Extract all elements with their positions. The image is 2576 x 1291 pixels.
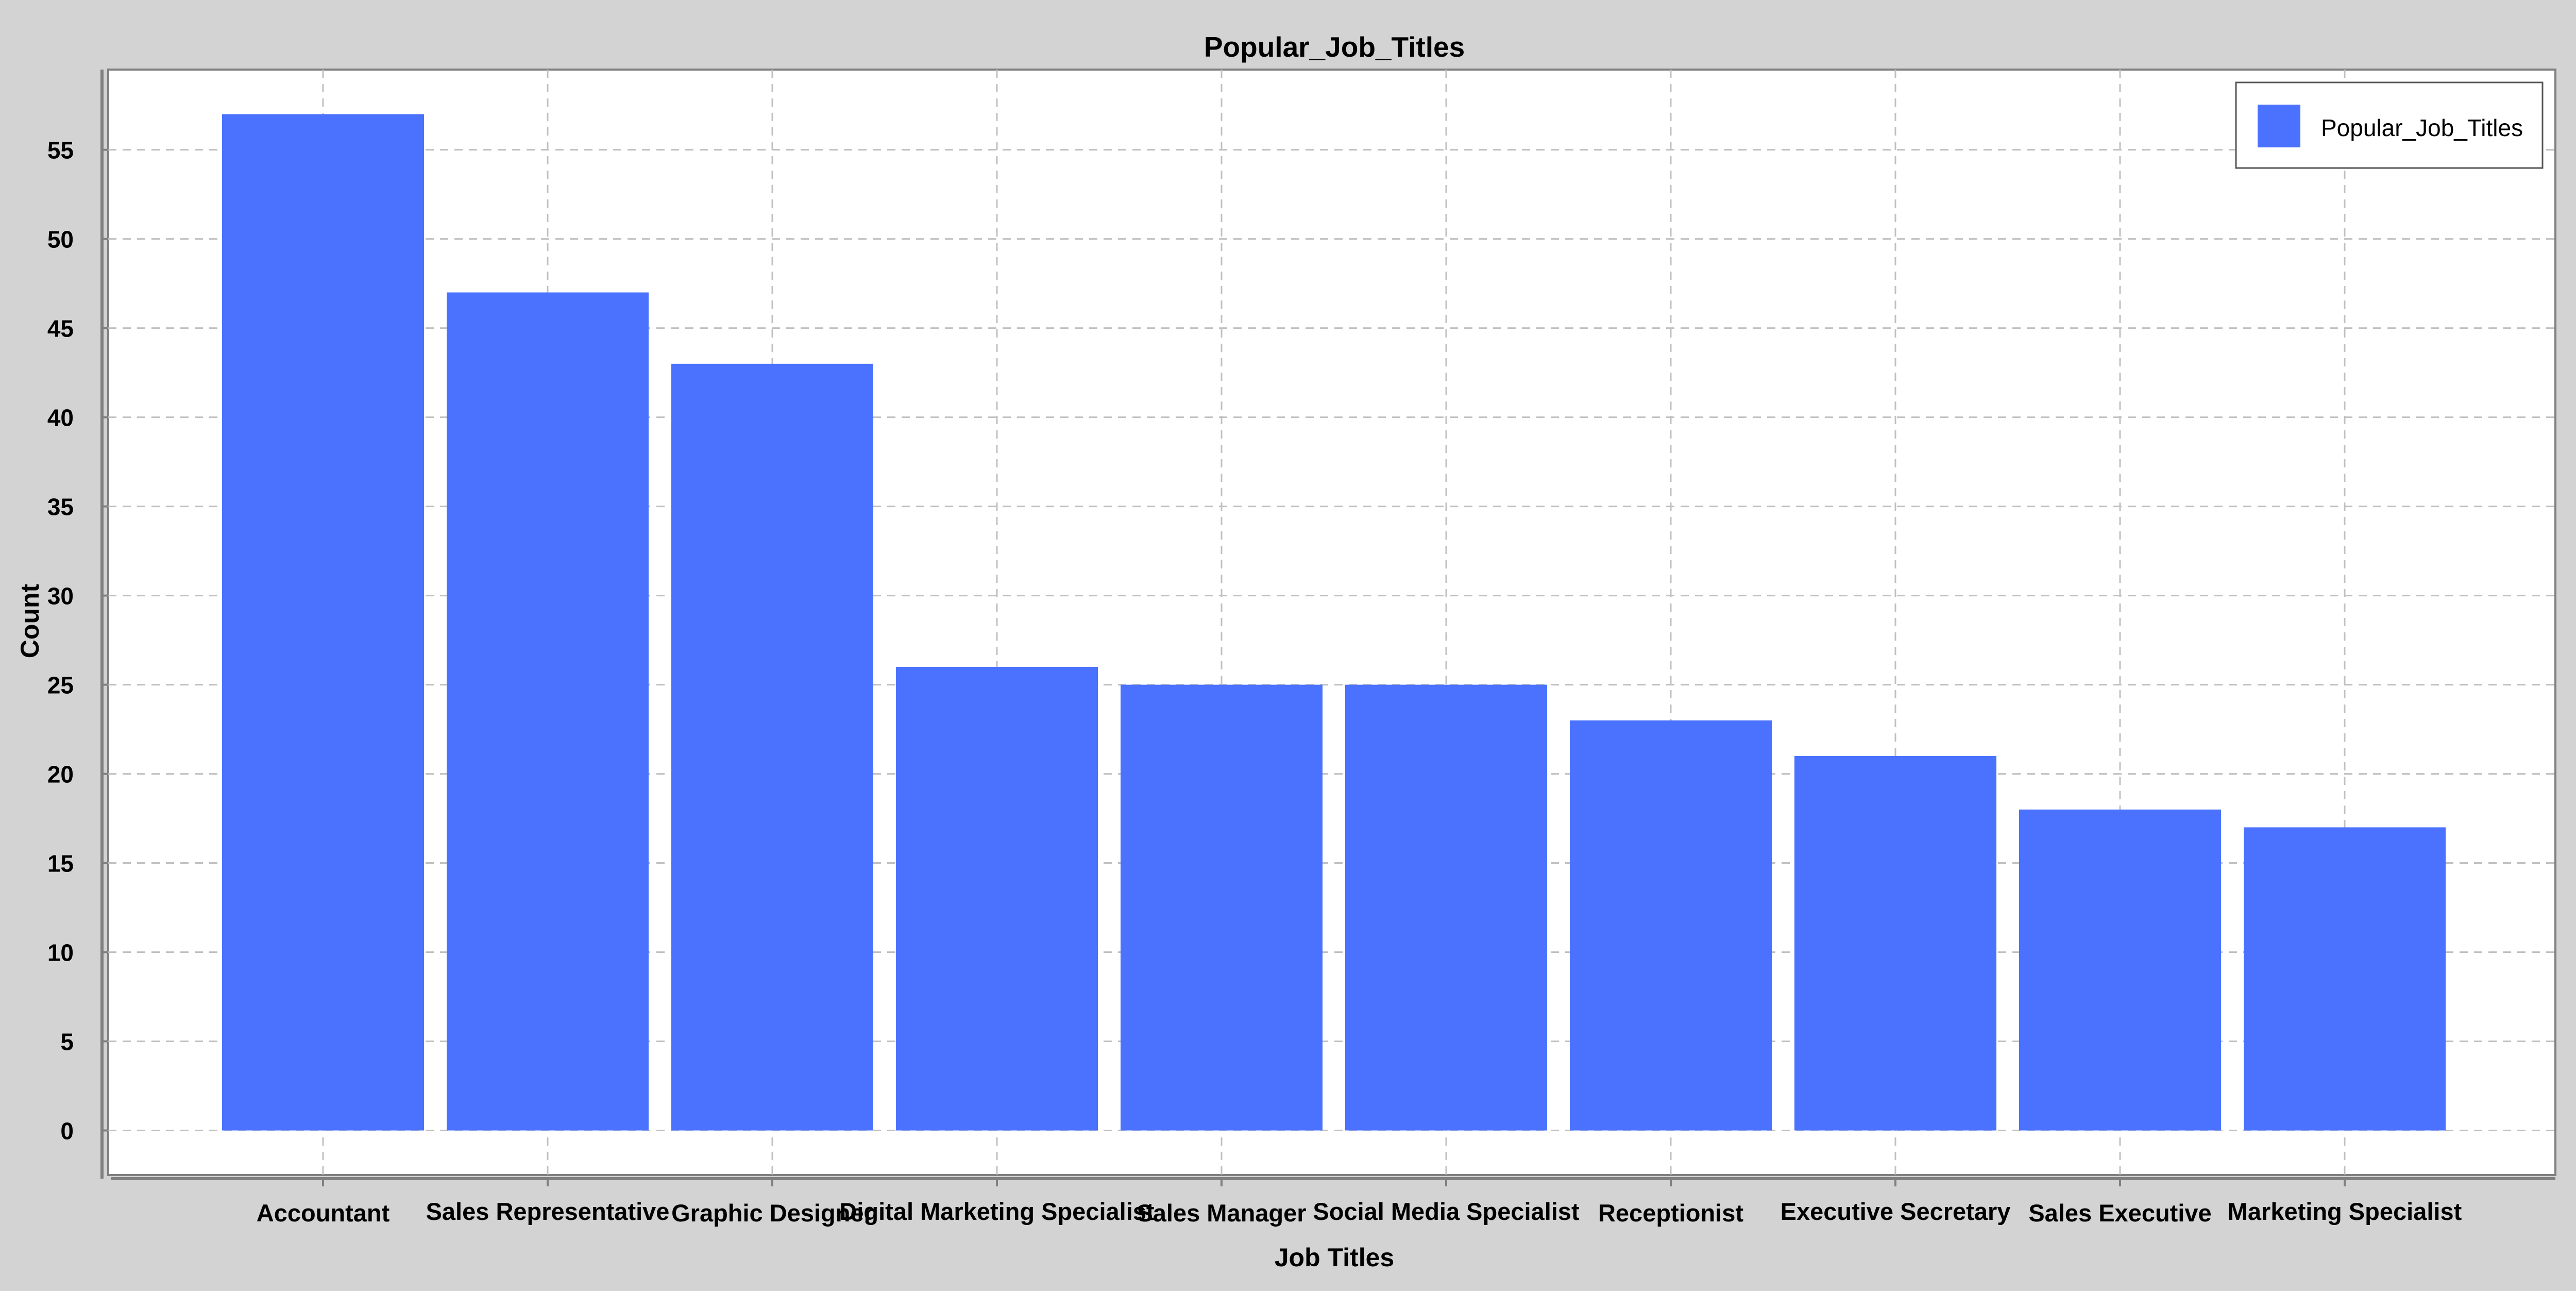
bar[interactable]	[1794, 756, 1996, 1131]
bars	[222, 114, 2446, 1131]
bar[interactable]	[1345, 684, 1547, 1131]
y-tick-label: 25	[47, 672, 74, 699]
x-tick-label: Sales Manager	[1137, 1199, 1306, 1227]
chart-title: Popular_Job_Titles	[1204, 31, 1465, 63]
y-tick-label: 45	[47, 315, 74, 342]
legend-swatch	[2258, 105, 2300, 147]
bar[interactable]	[1570, 720, 1772, 1131]
y-tick-labels: 0 5 10 15 20 25 30 35 40 45 50 55	[47, 137, 107, 1145]
x-tick-label: Accountant	[257, 1199, 390, 1227]
x-tick-label: Marketing Specialist	[2228, 1198, 2462, 1225]
y-tick-label: 30	[47, 583, 74, 610]
y-tick-label: 15	[47, 850, 74, 877]
x-axis-label: Job Titles	[1275, 1243, 1394, 1272]
bar[interactable]	[2244, 827, 2446, 1131]
y-tick-label: 35	[47, 494, 74, 521]
bar[interactable]	[222, 114, 424, 1131]
y-tick-label: 40	[47, 405, 74, 431]
x-tick-label: Social Media Specialist	[1313, 1198, 1580, 1225]
y-tick-label: 20	[47, 761, 74, 788]
y-tick-label: 0	[60, 1118, 74, 1145]
bar[interactable]	[2019, 809, 2221, 1131]
x-tick-label: Receptionist	[1598, 1199, 1743, 1227]
x-tick-label: Digital Marketing Specialist	[839, 1198, 1155, 1225]
x-tick-label: Sales Representative	[426, 1198, 670, 1225]
bar[interactable]	[447, 292, 649, 1131]
bar[interactable]	[896, 666, 1098, 1131]
x-tick-label: Executive Secretary	[1781, 1198, 2011, 1225]
y-tick-label: 10	[47, 940, 74, 966]
y-tick-label: 50	[47, 226, 74, 253]
y-axis-label: Count	[15, 583, 44, 658]
legend: Popular_Job_Titles	[2235, 81, 2544, 169]
x-tick-label: Graphic Designer	[671, 1199, 873, 1227]
x-tick-label: Sales Executive	[2028, 1199, 2211, 1227]
y-tick-label: 55	[47, 137, 74, 164]
bar[interactable]	[671, 363, 873, 1131]
bar[interactable]	[1121, 684, 1323, 1131]
legend-label: Popular_Job_Titles	[2321, 114, 2523, 141]
y-tick-label: 5	[60, 1029, 74, 1055]
x-tick-labels: Accountant Sales Representative Graphic De…	[257, 1179, 2462, 1227]
